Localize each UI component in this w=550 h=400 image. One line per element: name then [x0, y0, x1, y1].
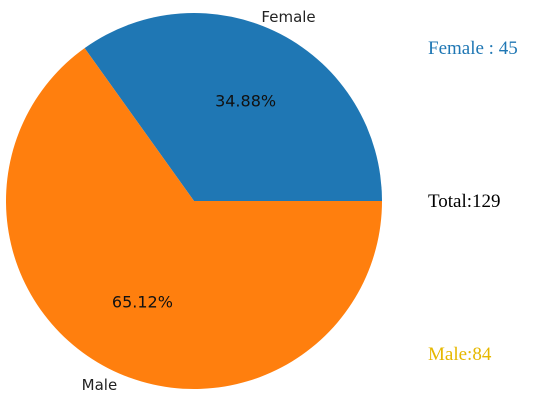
male-count-note: Male:84	[428, 344, 492, 365]
percent-label-female: 34.88%	[215, 92, 276, 111]
slice-label-male: Male	[82, 376, 118, 394]
pie-slice-female	[84, 13, 382, 202]
female-count-note: Female : 45	[428, 38, 518, 59]
pie-slice-male	[5, 48, 383, 390]
slice-label-female: Female	[261, 8, 315, 26]
percent-label-male: 65.12%	[112, 292, 173, 311]
total-count-note: Total:129	[428, 191, 501, 212]
